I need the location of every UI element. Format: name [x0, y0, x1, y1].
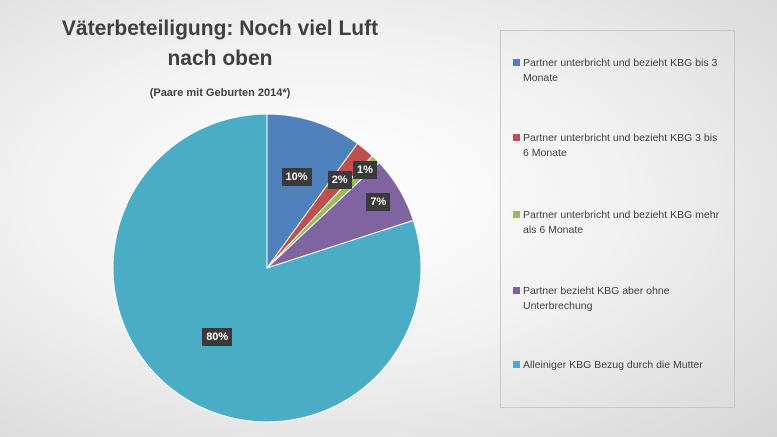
legend-item: Partner unterbricht und bezieht KBG mehr…: [513, 208, 725, 238]
legend-item: Partner unterbricht und bezieht KBG bis …: [513, 56, 725, 86]
legend-swatch: [513, 59, 520, 66]
slice-nur-mutter: [112, 113, 422, 423]
chart-title: Väterbeteiligung: Noch viel Luft nach ob…: [61, 17, 379, 70]
chart-subtitle: (Paare mit Geburten 2014*): [149, 87, 291, 99]
legend-label: Partner bezieht KBG aber ohne Unterbrech…: [523, 285, 670, 312]
legend-label: Partner unterbricht und bezieht KBG mehr…: [523, 209, 720, 236]
slice-bis-3-monate: [266, 113, 359, 270]
data-label: 1%: [353, 160, 377, 179]
legend-item: Partner unterbricht und bezieht KBG 3 bi…: [513, 131, 725, 161]
data-label: 7%: [366, 193, 391, 212]
legend-swatch: [513, 134, 520, 141]
data-label: 10%: [281, 168, 312, 187]
legend-label: Partner unterbricht und bezieht KBG bis …: [523, 57, 718, 84]
legend-swatch: [513, 361, 520, 368]
data-label: 80%: [202, 327, 233, 346]
legend-swatch: [513, 287, 520, 294]
legend-item: Alleiniger KBG Bezug durch die Mutter: [513, 358, 725, 373]
legend-swatch: [513, 211, 520, 218]
legend-item: Partner bezieht KBG aber ohne Unterbrech…: [513, 284, 725, 314]
legend-label: Alleiniger KBG Bezug durch die Mutter: [523, 359, 703, 371]
data-label: 2%: [327, 171, 352, 190]
chart-legend: Partner unterbricht und bezieht KBG bis …: [500, 30, 735, 408]
legend-label: Partner unterbricht und bezieht KBG 3 bi…: [523, 132, 718, 159]
